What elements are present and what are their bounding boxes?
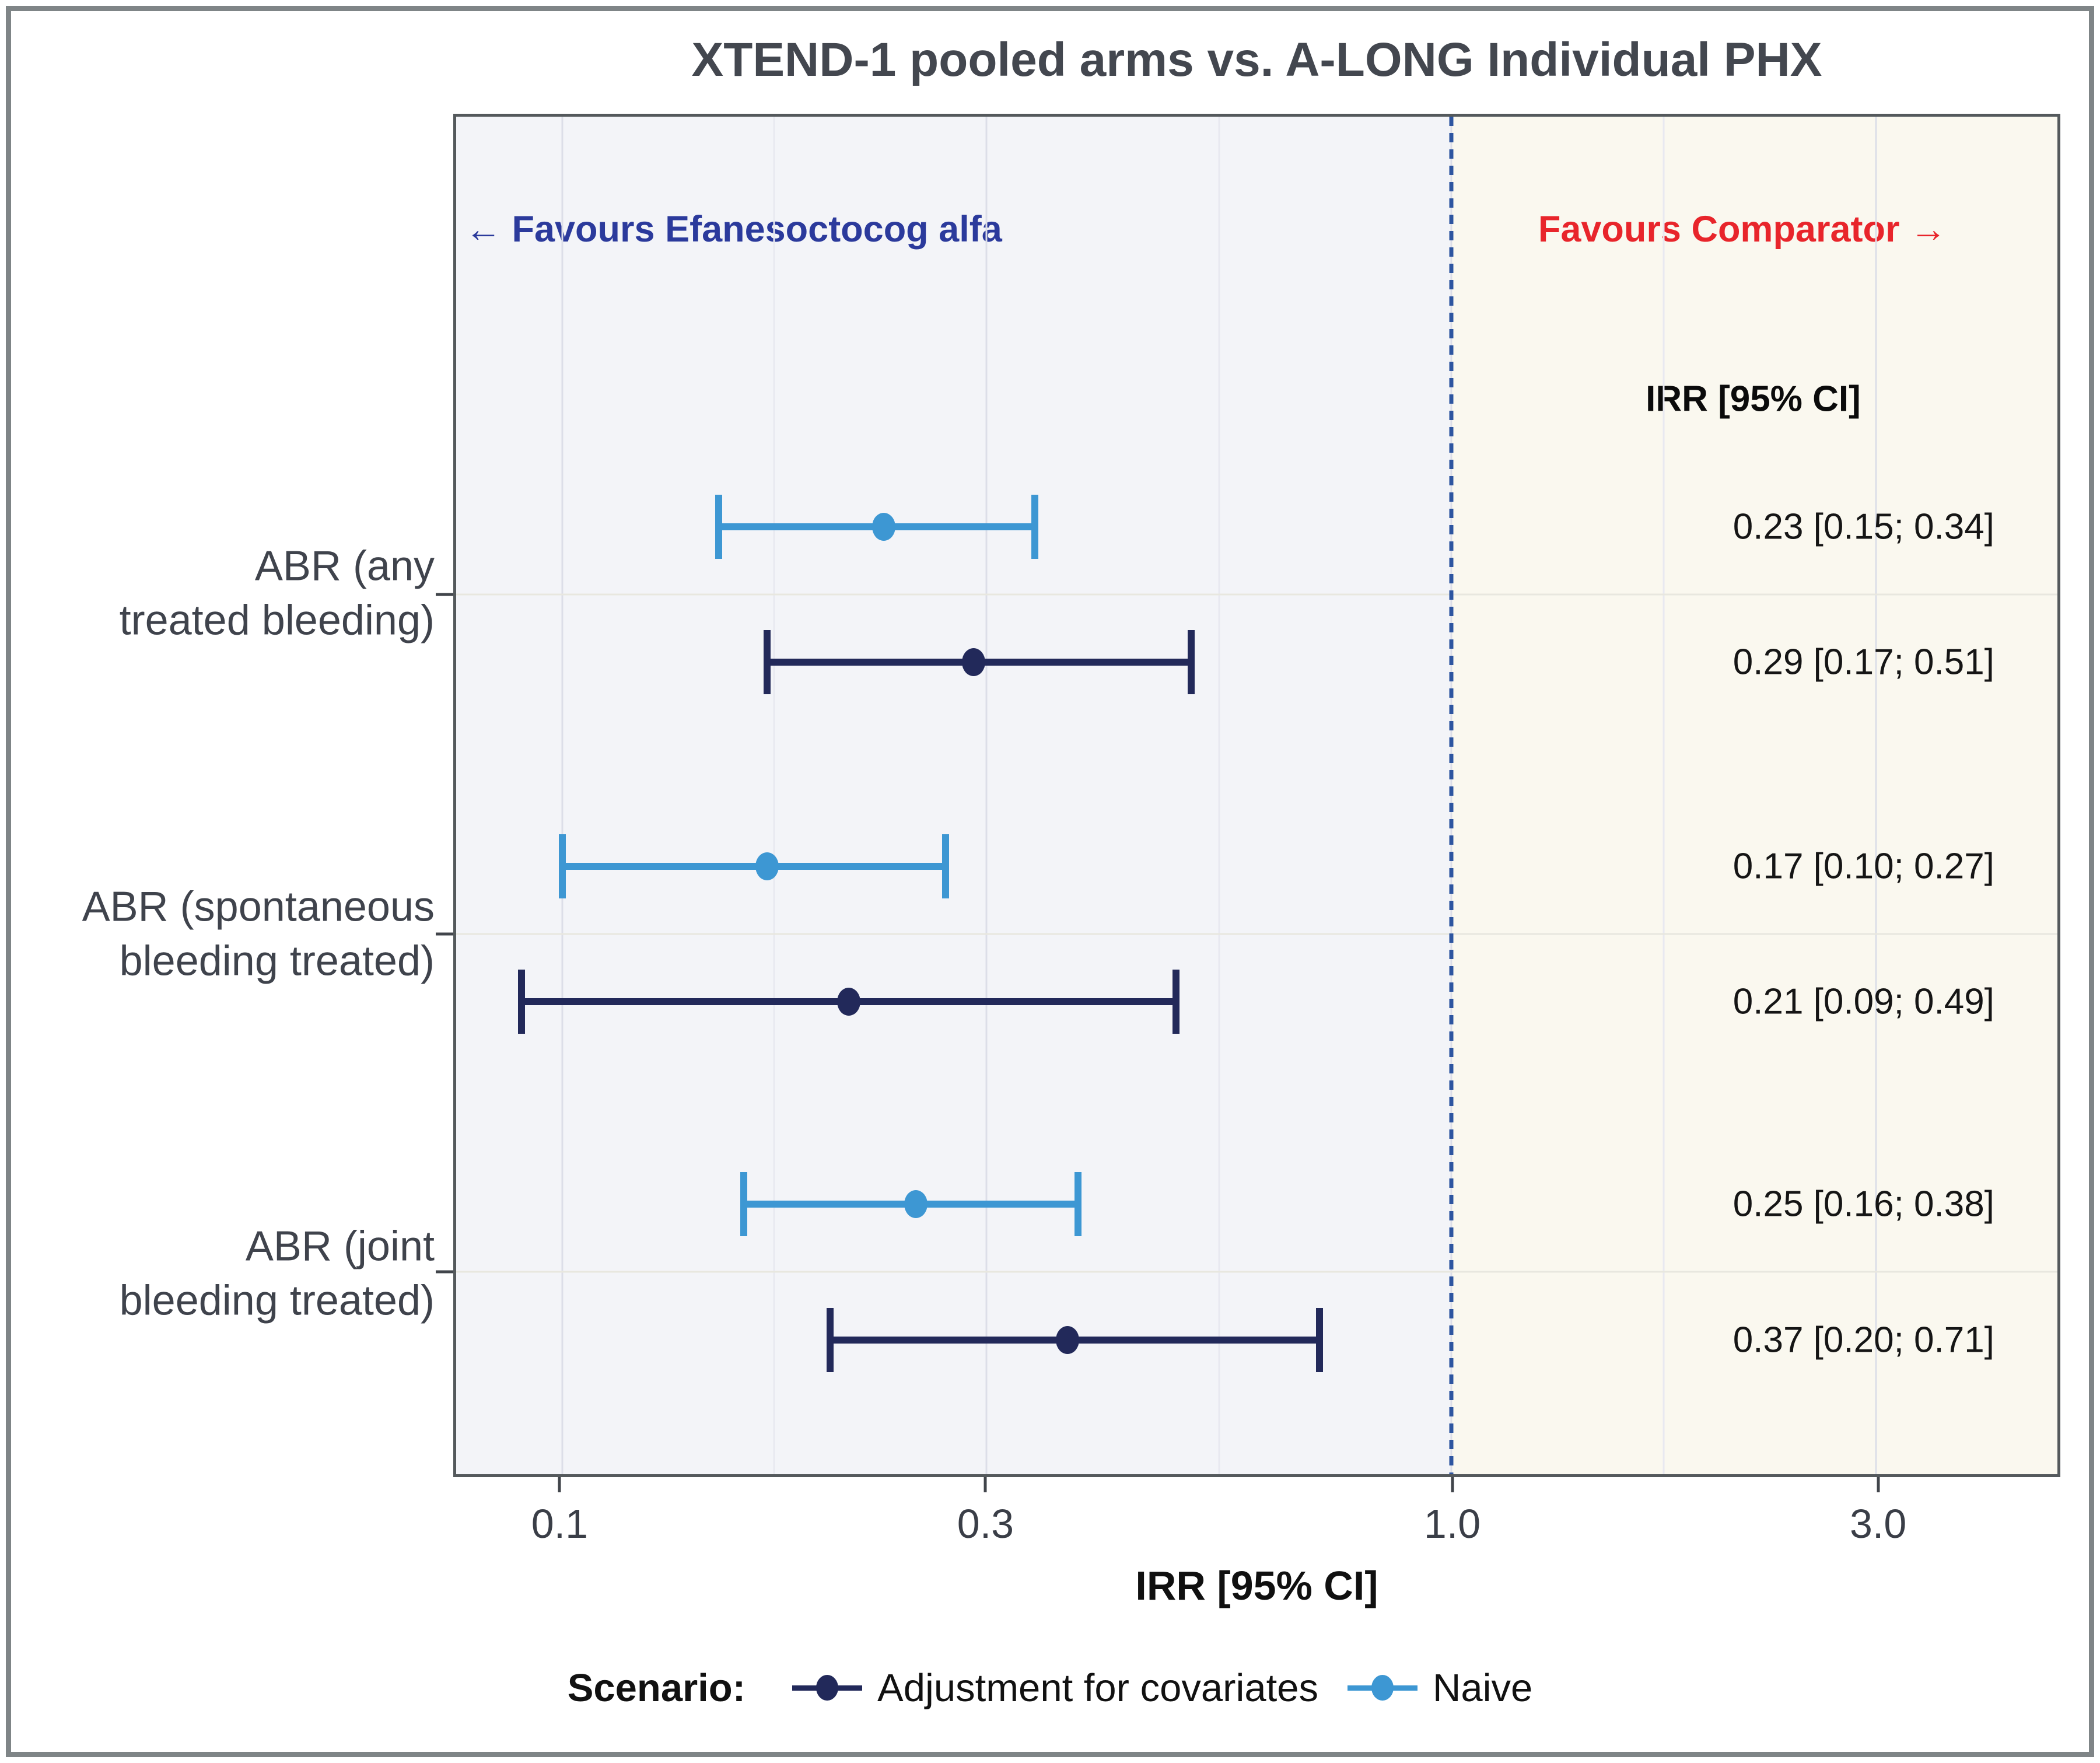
irr-value-label: 0.21 [0.09; 0.49]	[1732, 981, 1994, 1022]
favours-right-annotation: Favours Comparator →	[1538, 209, 1947, 250]
group-label: ABR (any treated bleeding)	[120, 539, 435, 648]
ci-cap-left	[715, 494, 723, 559]
marker-dot	[1371, 1675, 1394, 1701]
point-estimate	[836, 988, 860, 1016]
x-tick-mark	[1877, 1477, 1880, 1492]
horizontal-gridline	[456, 593, 2057, 596]
horizontal-gridline	[456, 1271, 2057, 1273]
group-label-line: bleeding treated)	[119, 1277, 435, 1324]
group-label-line: ABR (any	[254, 543, 435, 590]
minor-gridline	[1218, 117, 1220, 1474]
x-tick-label: 3.0	[1850, 1501, 1907, 1547]
horizontal-gridline	[456, 933, 2057, 935]
x-tick-label: 1.0	[1423, 1501, 1481, 1547]
x-tick-label: 0.3	[957, 1501, 1014, 1547]
group-label-line: ABR (spontaneous	[82, 883, 435, 931]
group-label-line: treated bleeding)	[119, 597, 435, 644]
major-gridline	[1875, 117, 1877, 1474]
point-estimate	[755, 852, 779, 880]
x-tick-mark	[984, 1477, 987, 1492]
ci-cap-left	[764, 630, 771, 695]
irr-value-label: 0.29 [0.17; 0.51]	[1732, 642, 1994, 683]
irr-value-label: 0.37 [0.20; 0.71]	[1732, 1320, 1994, 1360]
legend-title: Scenario:	[567, 1666, 746, 1710]
reference-line	[1449, 117, 1454, 1474]
point-estimate	[1056, 1325, 1079, 1354]
irr-value-label: 0.17 [0.10; 0.27]	[1732, 846, 1994, 886]
irr-value-label: 0.25 [0.16; 0.38]	[1732, 1184, 1994, 1225]
ci-cap-left	[826, 1307, 834, 1372]
major-gridline	[561, 117, 564, 1474]
group-label: ABR (joint bleeding treated)	[120, 1219, 435, 1328]
pointrange-marker-icon	[792, 1673, 863, 1702]
ci-cap-right	[1188, 630, 1195, 695]
y-axis-group-labels: ABR (any treated bleeding) ABR (spontaneou…	[20, 114, 435, 1477]
group-label-line: ABR (joint	[245, 1223, 435, 1270]
legend-label-adjustment: Adjustment for covariates	[877, 1666, 1318, 1710]
x-tick-label: 0.1	[531, 1501, 589, 1547]
minor-gridline	[1662, 117, 1665, 1474]
point-estimate	[904, 1190, 928, 1218]
ci-cap-right	[1315, 1307, 1323, 1372]
legend-label-naive: Naive	[1432, 1666, 1533, 1710]
x-axis: 0.1 0.3 1.0 3.0	[453, 1477, 2060, 1617]
x-tick-mark	[558, 1477, 561, 1492]
irr-value-label: 0.23 [0.15; 0.34]	[1732, 506, 1994, 547]
point-estimate	[872, 512, 896, 541]
marker-dot	[816, 1675, 839, 1701]
minor-gridline	[773, 117, 775, 1474]
ci-cap-left	[740, 1171, 747, 1236]
favours-left-annotation: ← Favours Efanesoctocog alfa	[465, 209, 1002, 250]
point-estimate	[961, 648, 985, 677]
ci-cap-right	[1074, 1171, 1082, 1236]
ci-cap-right	[942, 834, 950, 898]
ci-cap-left	[517, 970, 525, 1034]
plot-panel: ← Favours Efanesoctocog alfa Favours Com…	[436, 114, 2060, 1477]
ci-line	[562, 862, 946, 870]
ci-cap-right	[1172, 970, 1180, 1034]
ci-cap-left	[558, 834, 566, 898]
pointrange-marker-icon	[1347, 1673, 1418, 1702]
major-gridline	[985, 117, 988, 1474]
legend-item-naive: Naive	[1347, 1666, 1533, 1710]
legend: Scenario: Adjustment for covariates Naiv…	[0, 1656, 2100, 1720]
y-tick-mark	[436, 593, 453, 596]
group-label: ABR (spontaneous bleeding treated)	[82, 880, 435, 989]
chart-title: XTEND-1 pooled arms vs. A-LONG Individua…	[691, 33, 1822, 86]
x-tick-mark	[1451, 1477, 1454, 1492]
ci-cap-right	[1031, 494, 1039, 559]
legend-item-adjustment: Adjustment for covariates	[792, 1666, 1318, 1710]
group-label-line: bleeding treated)	[119, 938, 435, 985]
y-tick-mark	[436, 932, 453, 936]
x-axis-title: IRR [95% CI]	[1135, 1563, 1378, 1608]
irr-column-header: IRR [95% CI]	[1646, 379, 1861, 419]
y-tick-mark	[436, 1270, 453, 1274]
